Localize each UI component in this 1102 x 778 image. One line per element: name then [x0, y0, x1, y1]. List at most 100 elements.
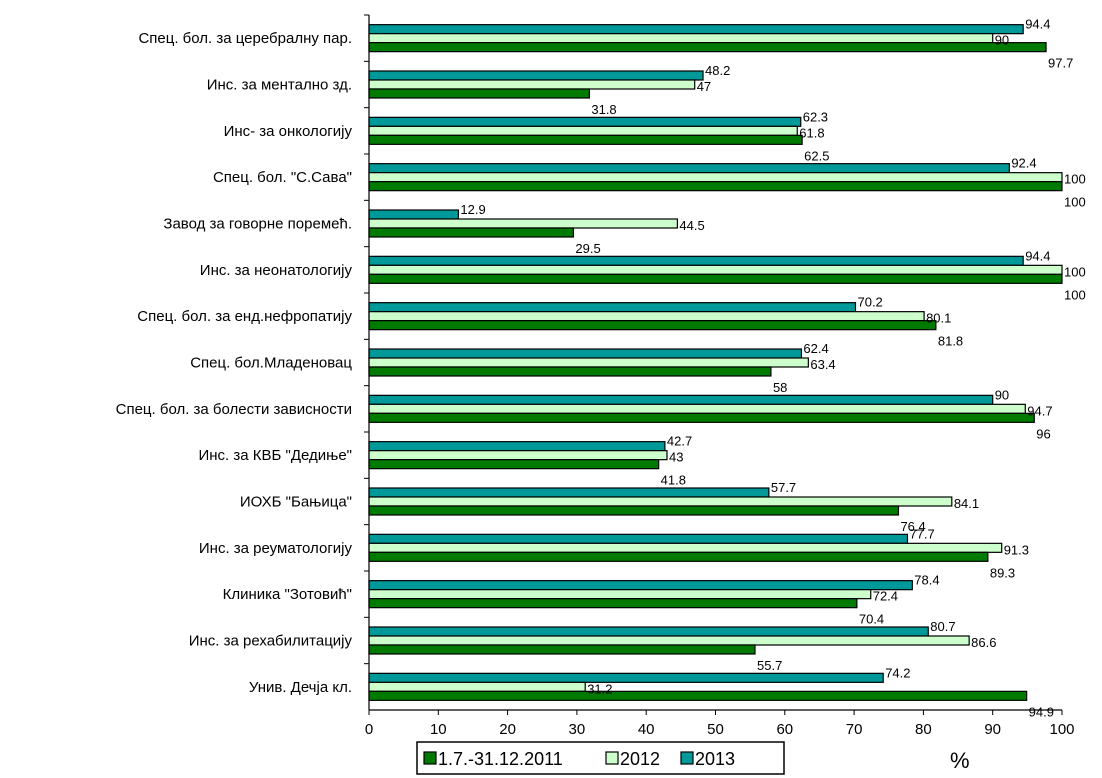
x-tick-label-1: 10	[430, 721, 447, 738]
axes-layer: 0 10 20 30 40 50 60 70 80 90 100	[364, 14, 1075, 738]
bar-1.7.-31.12.2011-12	[368, 598, 858, 609]
data-label-1.7.-31.12.2011-0: 97.7	[1048, 56, 1073, 71]
data-label-2013-7: 62.4	[803, 341, 828, 356]
category-label-7: Спец. бол.Младеновац	[190, 355, 352, 372]
legend: 1.7.-31.12.2011 2012 2013	[416, 741, 785, 775]
bar-2013-2	[368, 116, 802, 127]
data-label-2012-8: 94.7	[1027, 403, 1052, 418]
x-tick-label-5: 50	[707, 721, 724, 738]
data-label-2013-8: 90	[995, 387, 1009, 402]
data-label-2013-2: 62.3	[803, 109, 828, 124]
data-label-2012-2: 61.8	[799, 125, 824, 140]
data-label-1.7.-31.12.2011-6: 81.8	[938, 334, 963, 349]
bar-2013-7	[368, 348, 803, 359]
category-label-0: Спец. бол. за церебралну пар.	[138, 30, 352, 47]
legend-swatch-2013	[680, 751, 694, 765]
bar-2012-4	[368, 218, 678, 229]
bar-2012-2	[368, 125, 798, 136]
bar-2013-9	[368, 441, 666, 452]
labels-layer: 94.4 90 97.7 Спец. бол. за церебралну пар. 4…	[116, 17, 1086, 720]
data-label-2012-12: 72.4	[873, 589, 898, 604]
x-axis-unit-label: %	[950, 748, 970, 773]
x-tick-label-7: 70	[846, 721, 863, 738]
legend-label-2011: 1.7.-31.12.2011	[438, 749, 563, 769]
bar-1.7.-31.12.2011-11	[368, 551, 989, 562]
data-label-2012-5: 100	[1064, 264, 1086, 279]
data-label-1.7.-31.12.2011-7: 58	[773, 380, 787, 395]
data-label-2013-4: 12.9	[460, 202, 485, 217]
data-label-2012-11: 91.3	[1004, 542, 1029, 557]
data-label-2013-0: 94.4	[1025, 17, 1050, 32]
data-label-1.7.-31.12.2011-13: 55.7	[757, 658, 782, 673]
bar-2013-3	[368, 163, 1010, 174]
category-label-9: Инс. за КВБ "Дедиње"	[198, 447, 352, 464]
bar-2013-6	[368, 302, 857, 313]
bar-2012-13	[368, 635, 970, 646]
legend-label-2012: 2012	[620, 749, 660, 769]
data-label-2012-14: 31.2	[587, 681, 612, 696]
bar-1.7.-31.12.2011-7	[368, 366, 772, 377]
category-label-8: Спец. бол. за болести зависности	[116, 401, 352, 418]
bar-2012-11	[368, 542, 1003, 553]
bar-1.7.-31.12.2011-13	[368, 644, 756, 655]
x-tick-label-8: 80	[915, 721, 932, 738]
bars-layer	[368, 24, 1063, 701]
category-label-13: Инс. за рехабилитацију	[189, 633, 353, 650]
data-label-2013-12: 78.4	[914, 573, 939, 588]
data-label-2012-13: 86.6	[971, 635, 996, 650]
bar-2012-0	[368, 33, 994, 44]
bar-2013-11	[368, 533, 909, 544]
bar-1.7.-31.12.2011-0	[368, 42, 1047, 53]
data-label-2012-1: 47	[697, 79, 711, 94]
data-label-2012-10: 84.1	[954, 496, 979, 511]
bar-2012-7	[368, 357, 809, 368]
data-label-2013-11: 77.7	[909, 526, 934, 541]
bar-2012-5	[368, 264, 1063, 275]
bar-2013-1	[368, 70, 704, 81]
data-label-1.7.-31.12.2011-5: 100	[1064, 287, 1086, 302]
bar-1.7.-31.12.2011-6	[368, 320, 937, 331]
category-label-3: Спец. бол. "С.Сава"	[213, 169, 352, 186]
data-label-1.7.-31.12.2011-14: 94.9	[1029, 704, 1054, 719]
bar-2013-0	[368, 24, 1024, 35]
data-label-2013-5: 94.4	[1025, 248, 1050, 263]
data-label-2012-0: 90	[995, 33, 1009, 48]
bar-2012-3	[368, 172, 1063, 183]
legend-box	[416, 741, 785, 775]
category-label-6: Спец. бол. за енд.нефропатију	[137, 308, 352, 325]
data-label-2012-9: 43	[669, 450, 683, 465]
category-label-14: Унив. Дечја кл.	[249, 679, 352, 696]
legend-swatch-2012	[605, 751, 619, 765]
x-tick-label-4: 40	[638, 721, 655, 738]
bar-2013-10	[368, 487, 770, 498]
bar-1.7.-31.12.2011-9	[368, 459, 660, 470]
bar-2012-1	[368, 79, 696, 90]
data-label-2012-3: 100	[1064, 172, 1086, 187]
category-label-11: Инс. за реуматологију	[199, 540, 353, 557]
legend-swatch-2011	[423, 751, 437, 765]
bar-1.7.-31.12.2011-4	[368, 227, 575, 238]
data-label-1.7.-31.12.2011-1: 31.8	[591, 102, 616, 117]
bar-2013-5	[368, 255, 1024, 266]
bar-2012-9	[368, 450, 668, 461]
data-label-2012-7: 63.4	[810, 357, 835, 372]
bar-1.7.-31.12.2011-2	[368, 134, 803, 145]
bar-2013-8	[368, 394, 994, 405]
bar-2013-14	[368, 672, 884, 683]
data-label-1.7.-31.12.2011-3: 100	[1064, 195, 1086, 210]
data-label-2012-6: 80.1	[926, 311, 951, 326]
data-label-1.7.-31.12.2011-4: 29.5	[575, 241, 600, 256]
data-label-1.7.-31.12.2011-2: 62.5	[804, 148, 829, 163]
bar-2012-6	[368, 311, 925, 322]
bar-2013-12	[368, 580, 913, 591]
legend-label-2013: 2013	[695, 749, 735, 769]
data-label-2013-10: 57.7	[771, 480, 796, 495]
bar-2012-10	[368, 496, 953, 507]
data-label-1.7.-31.12.2011-12: 70.4	[859, 612, 884, 627]
x-tick-label-10: 100	[1049, 721, 1074, 738]
x-tick-label-3: 30	[569, 721, 586, 738]
data-label-2013-9: 42.7	[667, 434, 692, 449]
data-label-1.7.-31.12.2011-9: 41.8	[661, 473, 686, 488]
